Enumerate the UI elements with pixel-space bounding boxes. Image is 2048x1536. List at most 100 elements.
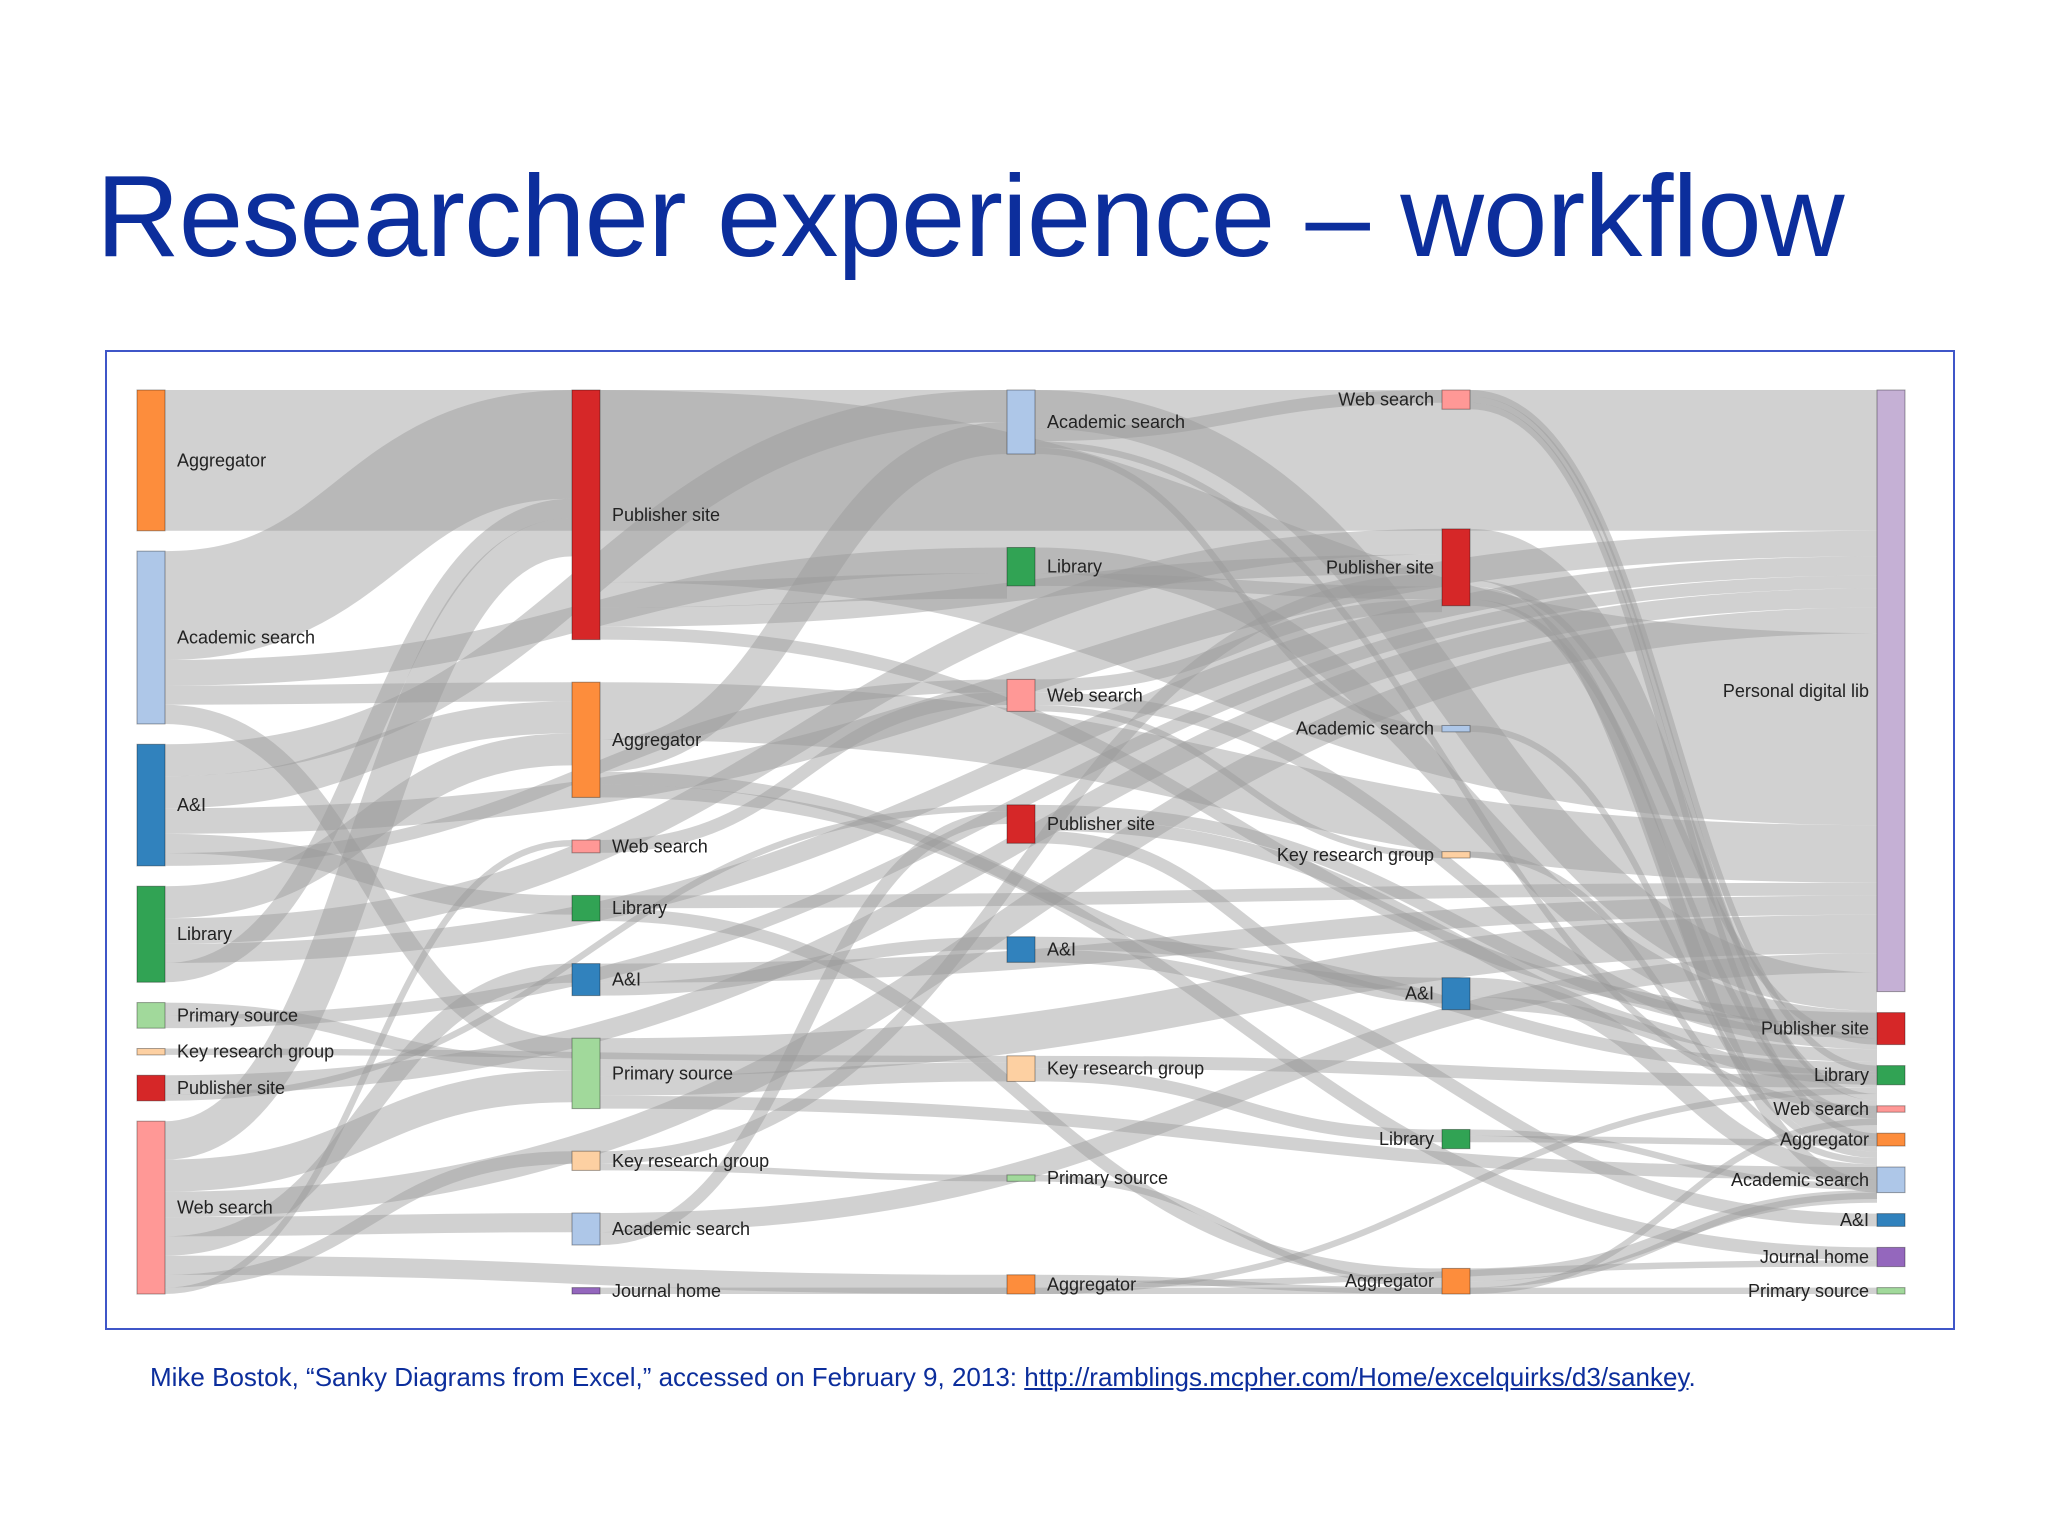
link-publisher-site-to-publisher-site [599, 554, 1443, 627]
node-stage3-academic-search[interactable] [1006, 389, 1036, 455]
link-web-search-to-publisher-site [1034, 599, 1443, 693]
node-label-stage4-key-research-group: Key research group [1277, 845, 1434, 865]
node-label-stage1-academic-search: Academic search [177, 628, 315, 648]
node-label-stage2-academic-search: Academic search [612, 1219, 750, 1239]
node-stage1-library[interactable] [136, 885, 166, 983]
node-stage1-primary-source[interactable] [136, 1002, 166, 1029]
node-stage5-academic-search[interactable] [1876, 1166, 1906, 1194]
link-web-search-to-personal-digital-lib [1469, 396, 1878, 1101]
node-stage3-aandi[interactable] [1006, 936, 1036, 963]
node-stage1-aggregator[interactable] [136, 389, 166, 532]
link-academic-search-to-publisher-site [163, 390, 574, 660]
link-key-research-group-to-personal-digital-lib [1034, 1055, 1878, 1088]
node-stage5-aggregator[interactable] [1876, 1132, 1906, 1147]
node-stage3-aggregator[interactable] [1006, 1274, 1036, 1295]
link-web-search-to-aggregator [1469, 402, 1878, 1140]
node-stage5-personal-digital-lib[interactable] [1876, 389, 1906, 993]
node-stage2-library[interactable] [571, 894, 601, 922]
node-stage2-aandi[interactable] [571, 963, 601, 997]
link-key-research-group-to-primary-source [599, 1164, 1008, 1182]
link-library-to-publisher-site [1034, 573, 1443, 600]
link-key-research-group-to-publisher-site [599, 573, 1443, 1164]
node-stage2-journal-home[interactable] [571, 1287, 601, 1295]
link-academic-search-to-publisher-site [599, 811, 1008, 1245]
link-aggregator-to-personal-digital-lib [1469, 1190, 1878, 1282]
node-label-stage3-publisher-site: Publisher site [1047, 814, 1155, 834]
node-stage5-library[interactable] [1876, 1065, 1906, 1086]
node-label-stage3-web-search: Web search [1047, 685, 1143, 705]
node-stage1-aandi[interactable] [136, 743, 166, 867]
node-stage4-publisher-site[interactable] [1441, 528, 1471, 607]
node-label-stage1-primary-source: Primary source [177, 1005, 298, 1025]
link-aggregator-to-journal-home [599, 784, 1878, 1261]
link-web-search-to-aggregator [164, 1255, 1008, 1294]
node-label-stage2-aandi: A&I [612, 970, 641, 990]
link-primary-source-to-personal-digital-lib [164, 575, 1878, 1029]
link-web-search-to-academic-search [164, 1213, 573, 1237]
node-stage4-aandi[interactable] [1441, 977, 1471, 1011]
link-web-search-to-personal-digital-lib [164, 607, 1878, 1218]
link-aggregator-to-aandi [599, 771, 1443, 991]
link-library-to-publisher-site [164, 498, 573, 983]
citation-period: . [1688, 1362, 1696, 1392]
node-stage2-aggregator[interactable] [571, 681, 601, 798]
node-stage3-web-search[interactable] [1006, 678, 1036, 712]
link-academic-search-to-web-search [1034, 390, 1443, 442]
link-publisher-site-to-publisher-site [1034, 804, 1878, 1039]
link-academic-search-to-aggregator [164, 682, 573, 705]
link-publisher-site-to-library [599, 573, 1008, 608]
node-label-stage1-aandi: A&I [177, 795, 206, 815]
node-label-stage4-publisher-site: Publisher site [1326, 557, 1434, 577]
node-label-stage2-publisher-site: Publisher site [612, 505, 720, 525]
node-stage5-journal-home[interactable] [1876, 1246, 1906, 1268]
node-label-stage5-aggregator: Aggregator [1780, 1130, 1869, 1150]
link-academic-search-to-personal-digital-lib [1034, 390, 1878, 1011]
node-stage5-web-search[interactable] [1876, 1105, 1906, 1113]
link-publisher-site-to-aandi [1034, 830, 1443, 1004]
link-key-research-group-to-personal-digital-lib [1469, 851, 1878, 1165]
node-stage4-web-search[interactable] [1441, 389, 1471, 410]
node-label-stage2-aggregator: Aggregator [612, 730, 701, 750]
node-stage1-web-search[interactable] [136, 1120, 166, 1295]
node-label-stage4-web-search: Web search [1338, 390, 1434, 410]
link-publisher-site-to-personal-digital-lib [1468, 528, 1879, 1152]
link-web-search-to-web-search [599, 692, 1008, 853]
node-stage4-library[interactable] [1441, 1128, 1471, 1150]
node-label-stage4-library: Library [1379, 1129, 1434, 1149]
link-key-research-group-to-library [1034, 1068, 1443, 1143]
node-label-stage1-aggregator: Aggregator [177, 450, 266, 470]
node-stage4-aggregator[interactable] [1441, 1267, 1471, 1295]
node-label-stage5-aandi: A&I [1840, 1210, 1869, 1230]
node-stage4-academic-search[interactable] [1441, 724, 1471, 733]
node-label-stage2-library: Library [612, 898, 667, 918]
citation-link[interactable]: http://ramblings.mcpher.com/Home/excelqu… [1024, 1362, 1689, 1392]
link-publisher-site-to-publisher-site [599, 626, 1878, 1026]
node-stage2-primary-source[interactable] [571, 1037, 601, 1110]
node-stage2-web-search[interactable] [571, 839, 601, 854]
node-stage1-key-research-group[interactable] [136, 1048, 166, 1056]
node-stage5-primary-source[interactable] [1876, 1287, 1906, 1295]
node-label-stage3-key-research-group: Key research group [1047, 1059, 1204, 1079]
node-label-stage2-web-search: Web search [612, 836, 708, 856]
node-stage3-key-research-group[interactable] [1006, 1055, 1036, 1082]
link-web-search-to-key-research-group [1034, 704, 1443, 858]
node-stage1-academic-search[interactable] [136, 550, 166, 725]
node-stage5-publisher-site[interactable] [1876, 1012, 1906, 1046]
link-academic-search-to-web-search [1034, 441, 1878, 1113]
link-publisher-site-to-academic-search [1469, 586, 1878, 1193]
link-primary-source-to-personal-digital-lib [599, 914, 1878, 1077]
node-stage2-publisher-site[interactable] [571, 389, 601, 641]
link-aandi-to-library [164, 833, 573, 915]
link-aandi-to-aandi [599, 936, 1008, 996]
node-stage2-key-research-group[interactable] [571, 1150, 601, 1171]
link-aggregator-to-web-search [1469, 1118, 1878, 1294]
node-stage2-academic-search[interactable] [571, 1212, 601, 1246]
node-stage1-publisher-site[interactable] [136, 1074, 166, 1102]
node-stage3-primary-source[interactable] [1006, 1174, 1036, 1182]
node-label-stage4-academic-search: Academic search [1296, 719, 1434, 739]
node-stage4-key-research-group[interactable] [1441, 851, 1471, 859]
node-stage3-publisher-site[interactable] [1006, 804, 1036, 844]
node-stage5-aandi[interactable] [1876, 1213, 1906, 1227]
node-stage3-library[interactable] [1006, 546, 1036, 587]
node-label-stage1-library: Library [177, 924, 232, 944]
